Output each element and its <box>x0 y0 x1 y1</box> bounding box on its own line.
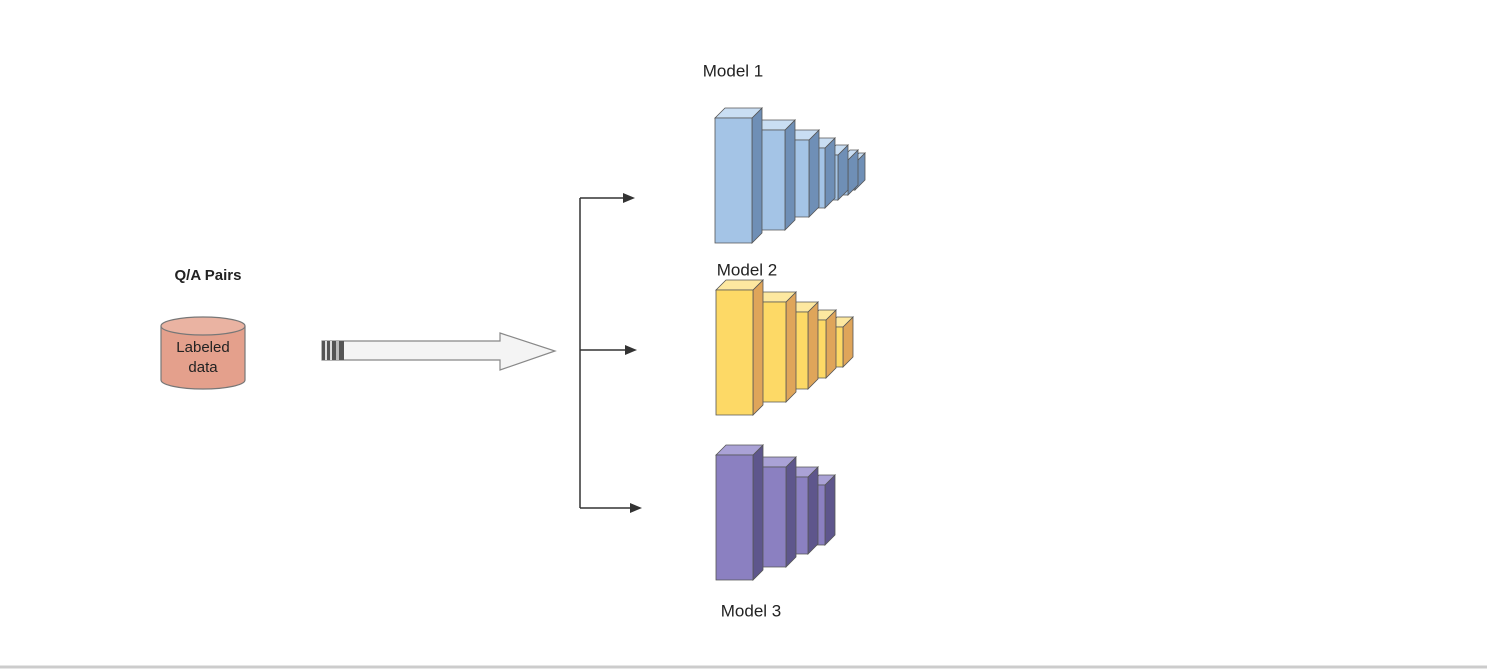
database-label: data <box>188 359 218 376</box>
big-arrow <box>321 332 557 371</box>
block-face <box>715 289 754 416</box>
block-face <box>785 291 797 403</box>
source-title: Q/A Pairs <box>175 267 242 284</box>
model-label: Model 2 <box>717 260 777 279</box>
block-face <box>807 301 819 390</box>
model-label: Model 3 <box>721 601 781 620</box>
model-blocks <box>714 107 866 581</box>
branch-arrows <box>579 197 632 509</box>
block-face <box>825 309 837 379</box>
database <box>160 316 246 390</box>
arrowheads <box>623 193 642 513</box>
block-face <box>784 119 796 231</box>
database-label: Labeled <box>176 339 229 356</box>
block-face <box>824 137 836 209</box>
block-face <box>807 466 819 555</box>
block-face <box>808 129 820 218</box>
model-label: Model 1 <box>703 61 763 80</box>
block-face <box>714 117 753 244</box>
block-face <box>785 456 797 568</box>
block-face <box>752 444 764 581</box>
block-face <box>824 474 836 546</box>
block-face <box>715 454 754 581</box>
block-face <box>751 107 763 244</box>
block-face <box>752 279 764 416</box>
